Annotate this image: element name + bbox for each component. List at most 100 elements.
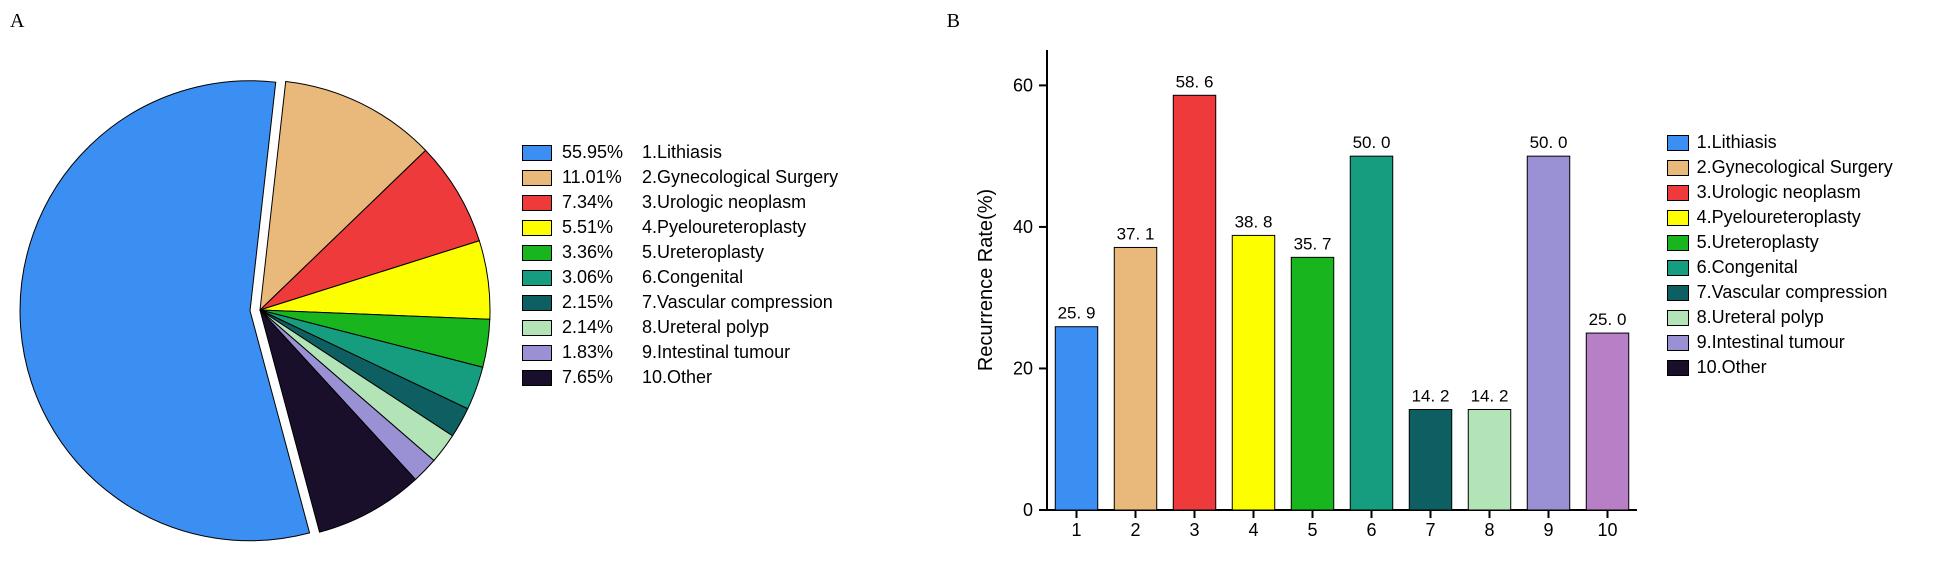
legend-row: 2.Gynecological Surgery — [1667, 155, 1893, 180]
legend-swatch — [1667, 335, 1689, 351]
legend-row: 3.36%5.Ureteroplasty — [522, 240, 838, 265]
bar-value-label: 50. 0 — [1352, 133, 1390, 152]
legend-row: 6.Congenital — [1667, 255, 1893, 280]
bar-value-label: 37. 1 — [1116, 224, 1154, 243]
legend-row: 55.95%1.Lithiasis — [522, 140, 838, 165]
y-tick-label: 60 — [1013, 75, 1033, 95]
legend-row: 3.06%6.Congenital — [522, 265, 838, 290]
legend-swatch — [1667, 285, 1689, 301]
bar — [1527, 156, 1569, 510]
legend-swatch — [1667, 135, 1689, 151]
x-tick-label: 2 — [1130, 520, 1140, 540]
x-tick-label: 5 — [1307, 520, 1317, 540]
x-tick-label: 3 — [1189, 520, 1199, 540]
pie-chart — [10, 10, 520, 570]
bar — [1586, 333, 1628, 510]
legend-label: 6.Congenital — [1697, 257, 1798, 278]
y-tick-label: 20 — [1013, 358, 1033, 378]
panel-a-label: A — [10, 10, 24, 33]
bar-value-label: 38. 8 — [1234, 212, 1272, 231]
figure-container: A 55.95%1.Lithiasis11.01%2.Gynecological… — [10, 10, 1943, 550]
legend-label: 10.Other — [642, 367, 712, 388]
legend-label: 5.Ureteroplasty — [1697, 232, 1819, 253]
legend-label: 8.Ureteral polyp — [642, 317, 769, 338]
legend-label: 10.Other — [1697, 357, 1767, 378]
legend-swatch — [522, 345, 552, 361]
legend-swatch — [1667, 210, 1689, 226]
legend-swatch — [1667, 360, 1689, 376]
y-tick-label: 40 — [1013, 217, 1033, 237]
legend-swatch — [522, 170, 552, 186]
legend-percent: 3.06% — [562, 267, 642, 288]
legend-percent: 7.65% — [562, 367, 642, 388]
bar — [1409, 410, 1451, 510]
legend-row: 7.65%10.Other — [522, 365, 838, 390]
legend-percent: 55.95% — [562, 142, 642, 163]
legend-row: 5.51%4.Pyeloureteroplasty — [522, 215, 838, 240]
x-tick-label: 1 — [1071, 520, 1081, 540]
legend-row: 9.Intestinal tumour — [1667, 330, 1893, 355]
x-tick-label: 8 — [1484, 520, 1494, 540]
legend-row: 5.Ureteroplasty — [1667, 230, 1893, 255]
pie-legend: 55.95%1.Lithiasis11.01%2.Gynecological S… — [522, 140, 838, 390]
legend-label: 1.Lithiasis — [642, 142, 722, 163]
legend-row: 8.Ureteral polyp — [1667, 305, 1893, 330]
legend-label: 3.Urologic neoplasm — [1697, 182, 1861, 203]
legend-swatch — [522, 220, 552, 236]
bar — [1468, 410, 1510, 510]
bar — [1232, 235, 1274, 510]
bar-value-label: 58. 6 — [1175, 72, 1213, 91]
panel-b: B 0204060Recurrence Rate(%)25. 9137. 125… — [947, 10, 1943, 550]
legend-percent: 3.36% — [562, 242, 642, 263]
bar — [1114, 247, 1156, 510]
legend-row: 10.Other — [1667, 355, 1893, 380]
bar-value-label: 25. 0 — [1588, 310, 1626, 329]
legend-row: 1.Lithiasis — [1667, 130, 1893, 155]
x-tick-label: 4 — [1248, 520, 1258, 540]
bar-chart: 0204060Recurrence Rate(%)25. 9137. 1258.… — [947, 10, 1667, 570]
legend-label: 9.Intestinal tumour — [642, 342, 790, 363]
legend-row: 7.34%3.Urologic neoplasm — [522, 190, 838, 215]
bar — [1173, 95, 1215, 510]
legend-swatch — [522, 370, 552, 386]
bar — [1350, 156, 1392, 510]
x-tick-label: 10 — [1597, 520, 1617, 540]
legend-swatch — [1667, 235, 1689, 251]
legend-percent: 2.14% — [562, 317, 642, 338]
legend-label: 5.Ureteroplasty — [642, 242, 764, 263]
legend-swatch — [1667, 310, 1689, 326]
legend-swatch — [522, 270, 552, 286]
bar-value-label: 25. 9 — [1057, 304, 1095, 323]
legend-percent: 7.34% — [562, 192, 642, 213]
legend-percent: 2.15% — [562, 292, 642, 313]
legend-row: 11.01%2.Gynecological Surgery — [522, 165, 838, 190]
legend-swatch — [1667, 260, 1689, 276]
legend-percent: 5.51% — [562, 217, 642, 238]
legend-row: 7.Vascular compression — [1667, 280, 1893, 305]
legend-label: 7.Vascular compression — [642, 292, 833, 313]
bar — [1055, 327, 1097, 510]
bar — [1291, 257, 1333, 510]
legend-label: 2.Gynecological Surgery — [1697, 157, 1893, 178]
legend-label: 9.Intestinal tumour — [1697, 332, 1845, 353]
legend-swatch — [1667, 185, 1689, 201]
legend-label: 6.Congenital — [642, 267, 743, 288]
legend-label: 2.Gynecological Surgery — [642, 167, 838, 188]
legend-percent: 11.01% — [562, 167, 642, 188]
legend-label: 8.Ureteral polyp — [1697, 307, 1824, 328]
legend-row: 2.14%8.Ureteral polyp — [522, 315, 838, 340]
legend-row: 3.Urologic neoplasm — [1667, 180, 1893, 205]
legend-swatch — [522, 145, 552, 161]
bar-value-label: 14. 2 — [1470, 387, 1508, 406]
x-tick-label: 6 — [1366, 520, 1376, 540]
legend-label: 4.Pyeloureteroplasty — [642, 217, 806, 238]
legend-label: 1.Lithiasis — [1697, 132, 1777, 153]
legend-label: 4.Pyeloureteroplasty — [1697, 207, 1861, 228]
legend-swatch — [522, 195, 552, 211]
bar-legend: 1.Lithiasis 2.Gynecological Surgery 3.Urol… — [1667, 130, 1893, 380]
legend-label: 3.Urologic neoplasm — [642, 192, 806, 213]
legend-row: 4.Pyeloureteroplasty — [1667, 205, 1893, 230]
bar-value-label: 14. 2 — [1411, 387, 1449, 406]
legend-row: 2.15%7.Vascular compression — [522, 290, 838, 315]
y-axis-label: Recurrence Rate(%) — [975, 189, 997, 371]
